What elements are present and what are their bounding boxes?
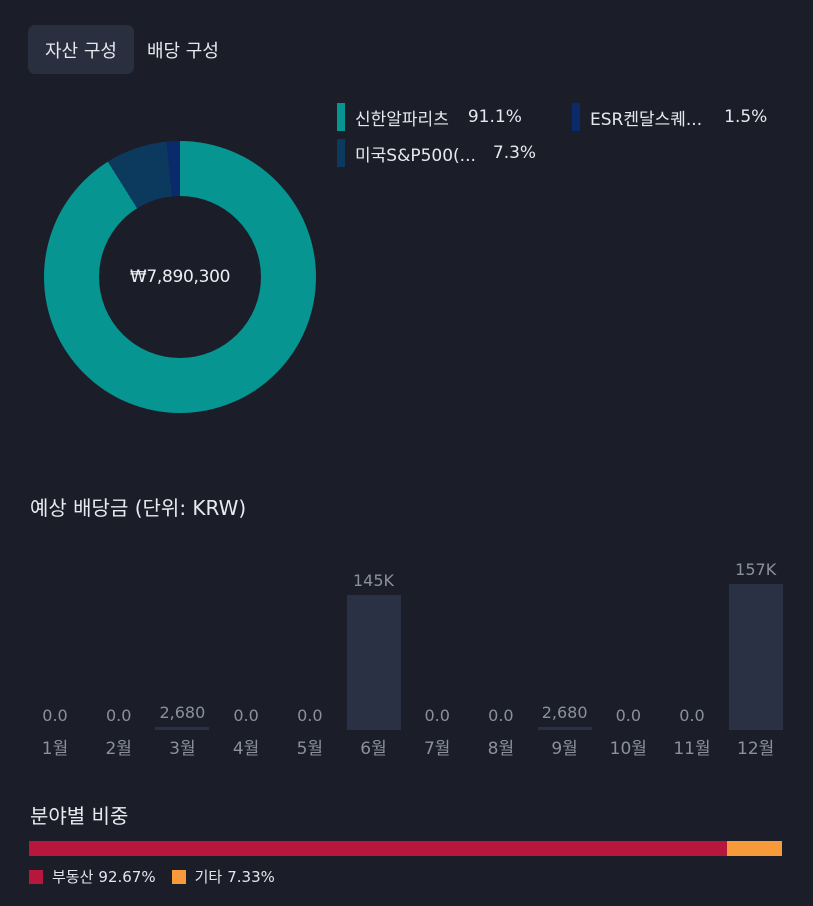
donut-center: ₩7,890,300	[99, 196, 261, 358]
bar-column: 2,680 9월	[537, 545, 592, 765]
bar-column: 145K 6월	[346, 545, 401, 765]
legend-name: ESR켄달스퀘...	[590, 109, 703, 130]
bar-month-label: 8월	[487, 739, 515, 759]
bar-column: 157K 12월	[728, 545, 783, 765]
legend-item-esr-kendall-square[interactable]: ESR켄달스퀘... 1.5%	[572, 102, 767, 132]
sector-section-title: 분야별 비중	[30, 804, 129, 828]
bar-value-label: 157K	[735, 560, 777, 579]
bar-month-label: 5월	[296, 739, 324, 759]
sector-weight-bar	[29, 841, 782, 856]
dividend-bar[interactable]	[346, 595, 401, 730]
bar-column: 0.0 4월	[219, 545, 273, 765]
bar-month-label: 1월	[41, 739, 69, 759]
bar-value-label: 0.0	[679, 706, 705, 725]
bar-value-label: 145K	[352, 571, 395, 590]
bar-column: 0.0 2월	[92, 545, 146, 765]
sector-item-real-estate: 부동산 92.67%	[29, 866, 156, 887]
tab-bar: 자산 구성 배당 구성	[28, 25, 236, 74]
bar-month-label: 3월	[169, 739, 196, 759]
bar-column: 0.0 5월	[283, 545, 337, 765]
bar-month-label: 9월	[551, 739, 578, 759]
bar-value-label: 0.0	[105, 706, 132, 725]
sector-segment	[29, 841, 727, 856]
bar-month-label: 6월	[360, 739, 387, 759]
bar-value-label: 0.0	[615, 706, 642, 725]
donut-ring: ₩7,890,300	[44, 141, 316, 413]
legend-name: 신한알파리츠	[355, 109, 449, 130]
legend-percent: 91.1%	[467, 107, 522, 127]
dividend-bar[interactable]	[155, 727, 210, 730]
bar-column: 0.0 11월	[665, 545, 719, 765]
legend-swatch	[572, 103, 580, 131]
bar-month-label: 10월	[609, 739, 647, 759]
bar-value-label: 0.0	[488, 706, 514, 725]
bar-month-label: 4월	[232, 739, 260, 759]
sector-percent: 92.67%	[98, 867, 156, 886]
legend-name: 미국S&P500(...	[355, 145, 476, 166]
legend-swatch	[337, 139, 345, 167]
portfolio-total: ₩7,890,300	[129, 267, 231, 287]
tab-dividend-composition[interactable]: 배당 구성	[146, 40, 219, 62]
sector-percent: 7.33%	[227, 867, 275, 886]
dividend-bar[interactable]	[728, 584, 783, 730]
sector-segment	[726, 841, 782, 856]
bar-value-label: 0.0	[233, 706, 259, 725]
legend-percent: 7.3%	[492, 143, 537, 163]
dividend-section-title: 예상 배당금 (단위: KRW)	[30, 496, 247, 520]
sector-name: 부동산	[52, 868, 94, 886]
bar-column: 0.0 1월	[28, 545, 82, 765]
legend-swatch	[337, 103, 345, 131]
bar-month-label: 11월	[673, 739, 711, 759]
bar-month-label: 12월	[737, 739, 775, 759]
bar-column: 0.0 7월	[410, 545, 464, 765]
sector-legend: 부동산 92.67% 기타 7.33%	[29, 866, 291, 887]
legend-percent: 1.5%	[724, 107, 768, 127]
sector-swatch	[29, 869, 43, 884]
sector-name: 기타	[194, 868, 223, 886]
bar-value-label: 2,680	[541, 703, 588, 722]
tab-asset-composition[interactable]: 자산 구성	[28, 25, 134, 74]
bar-value-label: 0.0	[297, 706, 323, 725]
sector-item-other: 기타 7.33%	[171, 866, 275, 887]
dividend-bar[interactable]	[537, 727, 592, 730]
legend-item-sp500[interactable]: 미국S&P500(... 7.3%	[337, 138, 536, 168]
bar-value-label: 0.0	[42, 706, 68, 725]
bar-month-label: 7월	[423, 739, 451, 759]
bar-column: 0.0 10월	[601, 545, 655, 765]
bar-column: 2,680 3월	[155, 545, 210, 765]
bar-value-label: 0.0	[424, 706, 450, 725]
bar-value-label: 2,680	[159, 703, 206, 722]
sector-swatch	[171, 869, 186, 884]
legend-item-shinhan-alpha-reit[interactable]: 신한알파리츠 91.1%	[337, 102, 522, 132]
bar-month-label: 2월	[105, 739, 132, 759]
asset-donut-chart: ₩7,890,300	[44, 141, 316, 413]
monthly-dividend-chart: 0.0 1월 0.0 2월 2,680 3월 0.0 4월 0.0 5월 145K 6월 0.0 7월 0.…	[28, 545, 784, 765]
bar-column: 0.0 8월	[474, 545, 528, 765]
